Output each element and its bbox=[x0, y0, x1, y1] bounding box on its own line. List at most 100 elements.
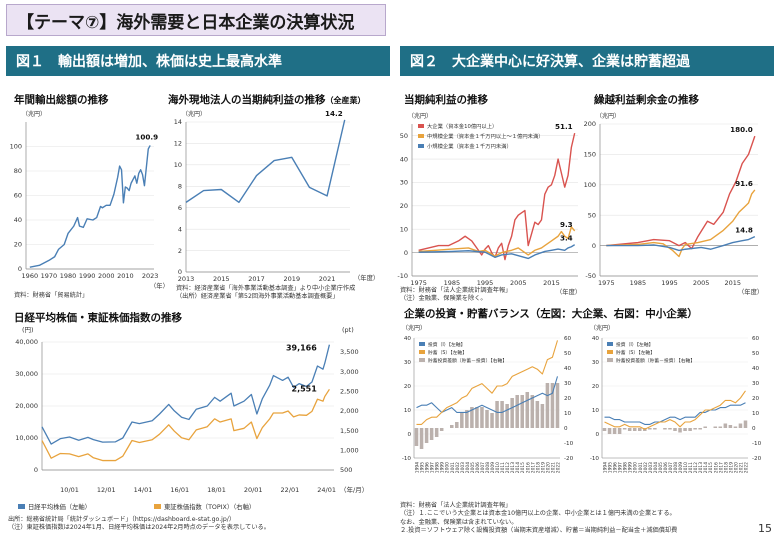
overseas-title: 海外現地法人の当期純利益の推移（全産業） bbox=[168, 94, 366, 106]
y-right-tick-label: 20 bbox=[564, 396, 572, 402]
balance-bar bbox=[698, 428, 702, 430]
balance-bar bbox=[530, 395, 535, 428]
balance-bar bbox=[683, 428, 687, 431]
x-axis-suffix: （年度） bbox=[354, 273, 379, 282]
y-tick-label: 30 bbox=[400, 179, 408, 187]
x-tick-label: 12/01 bbox=[97, 486, 116, 494]
legend-swatch bbox=[418, 124, 424, 128]
y-right-tick-label: 10 bbox=[564, 411, 572, 417]
x-tick-label: 2020 bbox=[733, 462, 739, 473]
x-tick-label: 2003 bbox=[460, 462, 466, 473]
x-tick-label: 2005 bbox=[470, 462, 476, 473]
y-tick-label: 150 bbox=[584, 151, 596, 159]
series-line-0 bbox=[185, 119, 346, 204]
balance-bar bbox=[495, 401, 499, 428]
x-tick-label: 2022 bbox=[555, 462, 561, 473]
y-right-tick-label: 40 bbox=[564, 366, 572, 372]
legend-swatch bbox=[418, 134, 424, 138]
balance-bar bbox=[439, 428, 444, 431]
balance-bar bbox=[500, 401, 504, 428]
x-tick-label: 2023 bbox=[142, 272, 159, 280]
y-right-tick-label: 0 bbox=[752, 426, 756, 432]
x-axis-suffix: （年度） bbox=[738, 287, 763, 296]
y-tick-label: 20 bbox=[400, 202, 408, 210]
page-title: 【テーマ⑦】海外需要と日本企業の決算状況 bbox=[6, 4, 386, 36]
y-left-tick-label: 30 bbox=[592, 360, 600, 366]
balance-bar bbox=[627, 428, 632, 431]
exports-source: 資料：財務省「貿易統計」 bbox=[14, 292, 89, 299]
x-tick-label: 2017 bbox=[718, 462, 724, 473]
x-tick-label: 14/01 bbox=[134, 486, 153, 494]
x-tick-label: 1995 bbox=[608, 462, 614, 473]
nikkei-chart: (円) (pt) 0 10,000 20,000 30,000 40,000 500 1,000… bbox=[15, 326, 368, 511]
x-tick-label: 2019 bbox=[284, 275, 301, 283]
nikkei-end-label: 39,166 bbox=[286, 344, 317, 353]
balance-bar bbox=[653, 428, 657, 430]
balance-bar bbox=[515, 395, 519, 428]
legend-swatch bbox=[419, 342, 425, 346]
y-tick-label: 100 bbox=[584, 181, 596, 189]
x-tick-label: 2000 bbox=[633, 462, 639, 473]
y-tick-label: 20 bbox=[14, 241, 22, 249]
legend-label-topix: 東証株価指数（TOPIX）（右軸） bbox=[164, 502, 255, 511]
y-left-tick-label: 10,000 bbox=[15, 434, 38, 442]
y-right-tick-label: -20 bbox=[564, 456, 574, 462]
end-value-label: 3.4 bbox=[560, 234, 573, 243]
x-tick-label: 2019 bbox=[728, 462, 734, 473]
balance-bar bbox=[510, 398, 514, 428]
y-unit-label: （兆円） bbox=[408, 112, 432, 120]
y-tick-label: 10 bbox=[174, 161, 182, 169]
x-tick-label: 2001 bbox=[450, 462, 456, 473]
x-tick-label: 1994 bbox=[415, 462, 421, 473]
legend-label: 投資（I）【左軸】 bbox=[616, 341, 653, 348]
x-tick-label: 2010 bbox=[683, 462, 689, 473]
balance-bar bbox=[632, 428, 637, 431]
y-left-tick-label: 0 bbox=[595, 432, 599, 438]
x-tick-label: 2002 bbox=[643, 462, 649, 473]
balance-bar bbox=[540, 404, 545, 428]
x-tick-label: 1995 bbox=[661, 279, 678, 287]
x-tick-label: 1996 bbox=[425, 462, 431, 473]
x-tick-label: 2013 bbox=[510, 462, 516, 473]
y-left-tick-label: 40 bbox=[592, 336, 600, 342]
x-tick-label: 22/01 bbox=[281, 486, 300, 494]
y-right-tick-label: 0 bbox=[564, 426, 568, 432]
y-left-tick-label: -10 bbox=[402, 456, 412, 462]
y-tick-label: 80 bbox=[14, 167, 22, 175]
y-right-unit: (pt) bbox=[342, 326, 354, 334]
balance-bar bbox=[455, 422, 459, 428]
y-right-tick-label: 3,500 bbox=[340, 348, 359, 356]
y-right-tick-label: 30 bbox=[752, 381, 760, 387]
legend-label: 貯蓄（S）【左軸】 bbox=[428, 349, 467, 356]
x-tick-label: 2007 bbox=[480, 462, 486, 473]
balance-bar bbox=[520, 395, 525, 428]
y-tick-label: 60 bbox=[14, 192, 22, 200]
y-left-tick-label: 40 bbox=[404, 336, 412, 342]
x-tick-label: 1985 bbox=[444, 279, 461, 287]
x-tick-label: 2016 bbox=[713, 462, 719, 473]
legend-label-nikkei: 日経平均株価（左軸） bbox=[28, 502, 91, 511]
balance-bar bbox=[505, 404, 509, 428]
x-tick-label: 1975 bbox=[598, 279, 615, 287]
y-unit-label: （兆円） bbox=[22, 110, 46, 118]
legend-swatch-topix bbox=[154, 504, 161, 509]
x-tick-label: 2013 bbox=[178, 275, 195, 283]
y-left-tick-label: 30 bbox=[404, 360, 412, 366]
x-tick-label: 1997 bbox=[618, 462, 624, 473]
x-axis-suffix: （年） bbox=[150, 281, 169, 290]
y-left-tick-label: 20 bbox=[404, 384, 412, 390]
x-tick-label: 2012 bbox=[505, 462, 511, 473]
x-tick-label: 2006 bbox=[475, 462, 481, 473]
y-right-tick-label: 50 bbox=[752, 351, 760, 357]
x-tick-label: 1996 bbox=[613, 462, 619, 473]
balance-bar bbox=[460, 413, 464, 428]
y-left-tick-label: 40,000 bbox=[15, 338, 38, 346]
balance-bar bbox=[535, 401, 540, 428]
x-tick-label: 2015 bbox=[520, 462, 526, 473]
exports-title: 年間輸出総額の推移 bbox=[14, 94, 109, 106]
fig1-header: 図１ 輸出額は増加、株価は史上最高水準 bbox=[6, 46, 390, 76]
series-line-0 bbox=[418, 132, 576, 261]
x-tick-label: 2022 bbox=[743, 462, 749, 473]
x-tick-label: 24/01 bbox=[317, 486, 336, 494]
